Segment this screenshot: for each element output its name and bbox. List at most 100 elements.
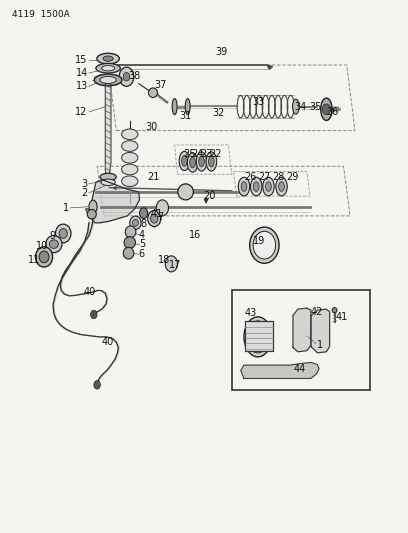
Ellipse shape (206, 152, 217, 171)
Text: 41: 41 (335, 312, 348, 322)
Ellipse shape (149, 88, 157, 98)
Ellipse shape (151, 214, 158, 223)
Ellipse shape (185, 99, 190, 115)
Polygon shape (105, 84, 111, 177)
Ellipse shape (246, 321, 269, 353)
Text: 1: 1 (63, 203, 69, 213)
Ellipse shape (97, 53, 119, 64)
Ellipse shape (182, 156, 187, 166)
Ellipse shape (238, 177, 250, 196)
Text: 11: 11 (28, 255, 40, 265)
Ellipse shape (190, 157, 195, 168)
Text: 41: 41 (150, 209, 162, 219)
Text: 42: 42 (310, 307, 322, 317)
Ellipse shape (122, 129, 138, 140)
Circle shape (94, 381, 100, 389)
Text: 10: 10 (36, 241, 48, 251)
Text: 38: 38 (129, 71, 141, 80)
Ellipse shape (96, 63, 120, 73)
Text: 32: 32 (212, 108, 224, 118)
Ellipse shape (122, 176, 138, 187)
Ellipse shape (179, 151, 190, 171)
Ellipse shape (46, 236, 62, 253)
Ellipse shape (35, 247, 53, 267)
Text: 30: 30 (145, 122, 157, 132)
Text: 7: 7 (157, 213, 163, 222)
Text: 27: 27 (258, 172, 271, 182)
Ellipse shape (241, 182, 247, 191)
Ellipse shape (276, 177, 287, 196)
Text: 40: 40 (101, 337, 113, 347)
Ellipse shape (39, 251, 49, 263)
Ellipse shape (172, 99, 177, 115)
Ellipse shape (279, 182, 284, 191)
Text: 22: 22 (209, 149, 222, 158)
Ellipse shape (250, 227, 279, 263)
Ellipse shape (263, 177, 274, 196)
Ellipse shape (253, 182, 259, 191)
Polygon shape (86, 180, 140, 223)
Ellipse shape (130, 216, 141, 230)
Ellipse shape (101, 179, 115, 185)
Text: 4: 4 (139, 230, 145, 239)
Ellipse shape (124, 237, 135, 248)
Ellipse shape (122, 164, 138, 175)
Text: 25: 25 (184, 149, 196, 158)
Ellipse shape (102, 66, 115, 71)
Ellipse shape (253, 231, 276, 259)
Text: 40: 40 (84, 287, 96, 297)
Text: 19: 19 (253, 236, 265, 246)
Text: 8: 8 (141, 219, 147, 229)
Text: 18: 18 (158, 255, 171, 265)
Ellipse shape (55, 224, 71, 243)
Polygon shape (267, 65, 273, 69)
Text: 36: 36 (326, 107, 339, 117)
Text: 3: 3 (82, 179, 88, 189)
Ellipse shape (89, 200, 97, 214)
Ellipse shape (148, 211, 161, 227)
Circle shape (91, 310, 97, 319)
Ellipse shape (187, 153, 198, 172)
Circle shape (165, 256, 177, 272)
Ellipse shape (100, 173, 116, 181)
Text: 5: 5 (139, 239, 145, 248)
Ellipse shape (199, 156, 204, 167)
Ellipse shape (125, 226, 136, 238)
Text: 29: 29 (286, 172, 299, 182)
Text: 4119  1500A: 4119 1500A (12, 11, 70, 19)
Text: 34: 34 (295, 102, 307, 111)
Ellipse shape (123, 247, 134, 259)
Text: 44: 44 (294, 364, 306, 374)
Bar (232, 290, 370, 390)
Ellipse shape (87, 209, 96, 219)
Text: 28: 28 (273, 172, 285, 182)
Ellipse shape (208, 156, 214, 167)
Text: 13: 13 (75, 82, 88, 91)
Ellipse shape (132, 220, 139, 227)
Text: 9: 9 (49, 231, 55, 240)
Text: 6: 6 (139, 249, 145, 259)
Ellipse shape (94, 74, 122, 86)
Ellipse shape (332, 308, 337, 313)
Text: 43: 43 (245, 309, 257, 318)
Text: 2: 2 (82, 188, 88, 198)
Ellipse shape (49, 240, 58, 248)
Ellipse shape (321, 98, 332, 120)
Polygon shape (311, 309, 330, 353)
Text: 37: 37 (154, 80, 166, 90)
Bar (245, 321, 273, 351)
Ellipse shape (178, 184, 193, 200)
Text: 15: 15 (75, 55, 88, 64)
Polygon shape (241, 362, 319, 378)
Ellipse shape (196, 152, 207, 171)
Text: 31: 31 (180, 111, 192, 121)
Text: 35: 35 (309, 102, 322, 111)
Text: 23: 23 (200, 149, 212, 158)
Text: 20: 20 (203, 191, 215, 201)
Circle shape (140, 208, 148, 219)
Circle shape (322, 104, 330, 115)
Ellipse shape (266, 182, 271, 191)
Text: 21: 21 (148, 172, 160, 182)
Circle shape (123, 72, 130, 81)
Text: 17: 17 (169, 261, 182, 270)
